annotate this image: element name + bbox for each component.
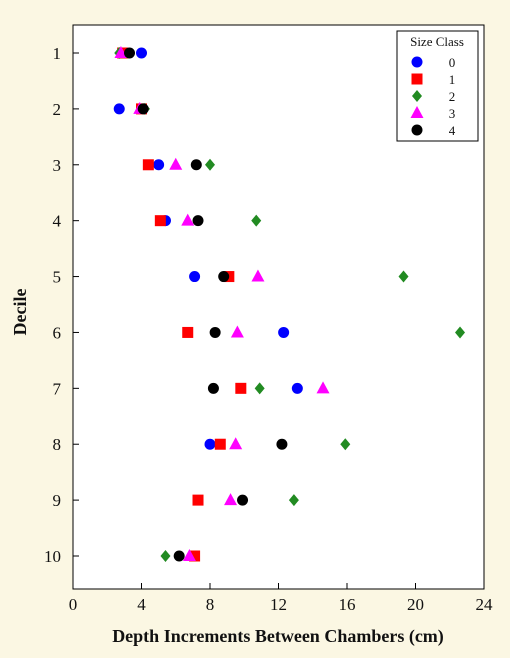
data-point-size-class-2 [398,270,409,283]
data-point-size-class-3 [316,381,330,394]
data-point-size-class-3 [251,269,265,282]
data-point-size-class-1 [182,326,194,338]
x-tick-label: 20 [407,595,424,614]
data-point-size-class-3 [114,46,128,58]
data-point-size-class-4 [276,438,288,450]
y-tick-label: 3 [53,156,62,175]
data-point-size-class-4 [207,382,219,394]
data-point-size-class-4 [124,47,136,59]
data-point-size-class-0 [189,271,201,283]
legend-marker-3 [410,106,424,118]
data-point-size-class-4 [209,326,221,338]
legend-marker-0 [411,56,423,68]
y-tick-label: 9 [53,491,62,510]
legend-marker-2 [412,90,422,102]
data-point-size-class-0 [291,382,303,394]
data-point-size-class-1 [214,438,226,450]
y-tick-label: 8 [53,435,62,454]
x-tick-label: 0 [69,595,78,614]
y-tick-label: 2 [53,100,62,119]
legend-label-2: 2 [449,89,456,104]
legend-marker-4 [411,124,423,136]
data-point-size-class-1 [192,494,204,506]
data-point-size-class-2 [251,214,262,227]
y-tick-label: 5 [53,268,62,287]
data-point-size-class-4 [237,494,249,506]
data-point-size-class-1 [154,215,166,227]
data-point-size-class-2 [254,382,265,395]
legend-label-1: 1 [449,72,456,87]
data-point-size-class-3 [224,493,238,506]
legend: Size Class 0 1 2 3 4 [396,30,479,142]
data-point-size-class-2 [160,550,171,562]
y-tick-label: 1 [53,44,62,63]
x-tick-label: 24 [476,595,494,614]
legend-label-0: 0 [449,55,456,70]
legend-label-3: 3 [449,106,456,121]
data-points [113,46,466,562]
x-tick-label: 16 [339,595,356,614]
data-point-size-class-0 [113,103,125,115]
legend-label-4: 4 [449,123,456,138]
data-point-size-class-1 [189,550,201,562]
y-tick-label: 7 [53,379,62,398]
data-point-size-class-3 [182,549,196,561]
data-point-size-class-1 [142,159,154,171]
data-point-size-class-0 [136,47,147,59]
x-tick-label: 12 [270,595,287,614]
data-point-size-class-3 [169,157,183,170]
legend-marker-1 [411,73,423,85]
data-point-size-class-1 [235,382,247,394]
data-point-size-class-2 [288,494,299,507]
x-axis: 0 4 8 12 16 20 24 [69,583,493,614]
data-point-size-class-2 [205,158,215,171]
data-point-size-class-3 [229,437,243,450]
y-axis: 1 2 3 4 5 6 7 8 9 10 [44,44,79,566]
y-tick-label: 4 [53,212,62,231]
y-tick-label: 10 [44,547,61,566]
data-point-size-class-4 [173,550,185,562]
data-point-size-class-2 [340,438,351,451]
y-tick-label: 6 [53,323,62,342]
data-point-size-class-4 [190,159,202,171]
data-point-size-class-3 [230,325,244,338]
data-point-size-class-4 [192,215,204,227]
data-point-size-class-3 [181,213,195,226]
data-point-size-class-2 [455,326,466,339]
data-point-size-class-0 [153,159,165,171]
x-tick-label: 8 [206,595,215,614]
data-point-size-class-0 [278,326,290,338]
data-point-size-class-0 [204,438,216,450]
x-axis-title: Depth Increments Between Chambers (cm) [112,626,444,647]
legend-box [396,30,479,142]
y-axis-title: Decile [10,289,30,336]
data-point-size-class-4 [218,271,230,283]
legend-title: Size Class [410,34,464,49]
x-tick-label: 4 [137,595,146,614]
data-point-size-class-4 [137,103,149,115]
